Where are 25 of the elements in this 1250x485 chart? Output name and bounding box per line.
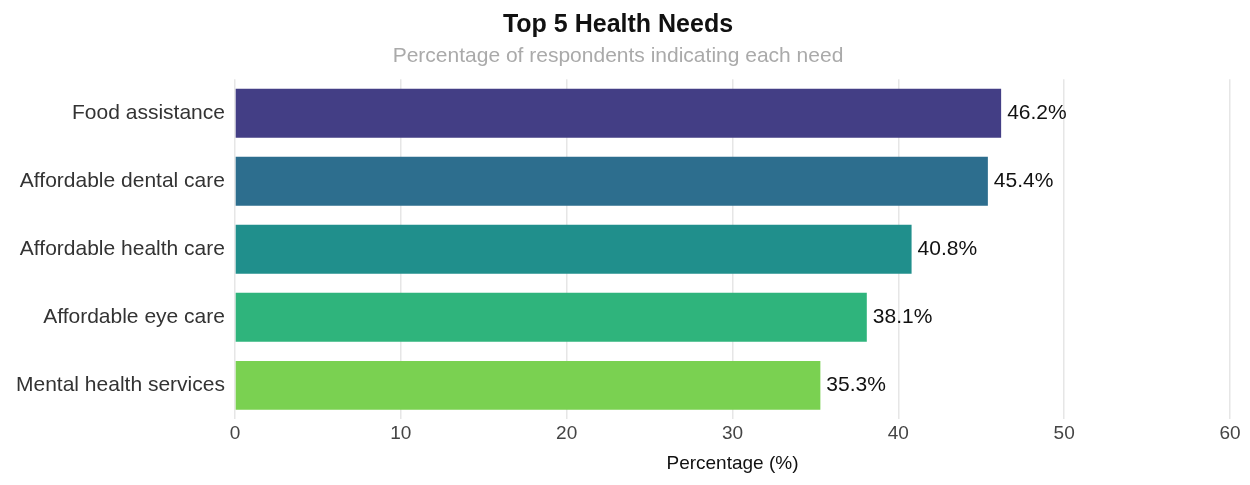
bar (235, 156, 988, 206)
y-tick-label: Affordable eye care (43, 304, 225, 328)
y-tick-label: Affordable dental care (19, 168, 225, 192)
x-tick-label: 10 (390, 422, 412, 444)
bar (235, 88, 1002, 138)
data-label: 45.4% (993, 168, 1054, 192)
x-axis-title: Percentage (%) (666, 451, 799, 473)
x-tick-label: 0 (229, 422, 241, 444)
data-label: 38.1% (872, 304, 933, 328)
y-tick-label: Affordable health care (19, 236, 225, 260)
chart-title: Top 5 Health Needs (502, 8, 734, 37)
x-tick-label: 50 (1053, 422, 1075, 444)
x-tick-label: 30 (721, 422, 744, 444)
y-tick-label: Food assistance (72, 100, 225, 124)
chart-subtitle: Percentage of respondents indicating each need (392, 43, 844, 67)
data-label: 35.3% (826, 372, 886, 396)
x-tick-label: 20 (556, 422, 578, 444)
data-label: 46.2% (1007, 100, 1067, 124)
x-tick-label: 40 (887, 422, 909, 444)
bar (235, 224, 912, 274)
data-label: 40.8% (917, 236, 978, 260)
bar (235, 292, 867, 342)
x-tick-label: 60 (1219, 422, 1241, 444)
bar (235, 360, 821, 410)
y-tick-label: Mental health services (16, 372, 225, 396)
